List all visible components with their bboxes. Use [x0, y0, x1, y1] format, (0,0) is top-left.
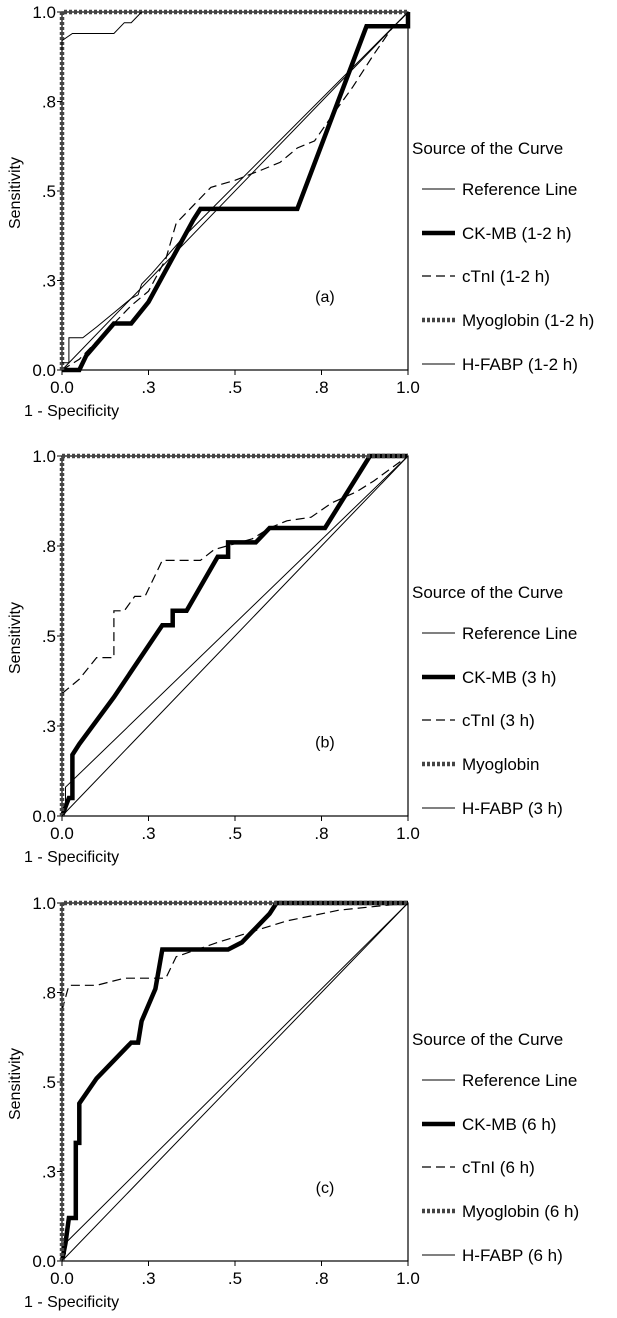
series-line-ck-mb-3-h — [59, 453, 408, 817]
series-line-reference-line — [61, 455, 409, 817]
legend: Source of the Curve Reference Line CK-MB (… — [412, 139, 594, 374]
legend-entry-label: Myoglobin (1-2 h) — [462, 311, 594, 330]
legend-title: Source of the Curve — [412, 583, 563, 602]
series-line-h-fabp-3-h — [61, 455, 409, 817]
y-tick-label: .5 — [42, 182, 56, 201]
legend-title: Source of the Curve — [412, 139, 563, 158]
legend-entry-label: Myoglobin (6 h) — [462, 1202, 579, 1221]
series-line-myoglobin — [59, 453, 408, 816]
y-tick-label: .8 — [42, 537, 56, 556]
panel-label: (a) — [315, 289, 335, 306]
legend-entry-label: H-FABP (3 h) — [462, 799, 563, 818]
series-line-ctni-1-2-h — [61, 11, 409, 371]
y-tick-label: 0.0 — [32, 1252, 56, 1271]
x-tick-label: .8 — [314, 824, 328, 843]
x-tick-label: 1.0 — [396, 1269, 420, 1288]
legend-entry-label: H-FABP (1-2 h) — [462, 355, 578, 374]
legend-entry-label: CK-MB (6 h) — [462, 1115, 556, 1134]
y-tick-label: .5 — [42, 627, 56, 646]
y-tick-label: 1.0 — [32, 894, 56, 913]
x-tick-label: .8 — [314, 1269, 328, 1288]
y-tick-label: .3 — [42, 272, 56, 291]
x-tick-label: 0.0 — [50, 824, 74, 843]
legend-entry-label: Reference Line — [462, 1071, 577, 1090]
series-line-myoglobin-6-h — [59, 900, 408, 1261]
x-axis-label: 1 - Specificity — [24, 403, 119, 420]
y-tick-label: .3 — [42, 1163, 56, 1182]
legend-title: Source of the Curve — [412, 1030, 563, 1049]
y-tick-label: .8 — [42, 984, 56, 1003]
legend: Source of the Curve Reference Line CK-MB (… — [412, 583, 577, 818]
x-tick-label: .3 — [141, 378, 155, 397]
y-axis-label: Sensitivity — [7, 602, 24, 674]
series-line-ctni-3-h — [61, 455, 409, 695]
panel-label: (c) — [316, 1180, 335, 1197]
legend-entry-label: CK-MB (3 h) — [462, 668, 556, 687]
x-tick-label: .5 — [228, 824, 242, 843]
x-tick-label: .5 — [228, 1269, 242, 1288]
y-axis-label: Sensitivity — [7, 157, 24, 229]
x-tick-label: 0.0 — [50, 1269, 74, 1288]
series-line-ck-mb-1-2-h — [62, 12, 411, 373]
x-tick-label: 1.0 — [396, 378, 420, 397]
y-tick-label: 1.0 — [32, 447, 56, 466]
series-line-reference-line — [61, 902, 409, 1262]
x-axis-label: 1 - Specificity — [24, 849, 119, 866]
roc-panel-1: 0.0 .3 .5 .8 1.0 0.0 .3 .5 .8 1.0 1 - Specificity S… — [7, 3, 594, 420]
x-tick-label: .5 — [228, 378, 242, 397]
series-line-h-fabp-6-h — [61, 902, 409, 1262]
legend-entry-label: cTnI (6 h) — [462, 1158, 535, 1177]
legend-entry-label: H-FABP (6 h) — [462, 1246, 563, 1265]
legend-entry-label: Myoglobin — [462, 755, 540, 774]
legend-entry-label: cTnI (1-2 h) — [462, 267, 550, 286]
x-tick-label: .3 — [141, 824, 155, 843]
legend-entry-label: Reference Line — [462, 624, 577, 643]
x-tick-label: .3 — [141, 1269, 155, 1288]
series-line-unlabeled-step — [61, 11, 142, 52]
series-line-reference-line — [61, 11, 409, 371]
series-line-h-fabp-1-2-h — [62, 11, 409, 364]
series-line-ck-mb-6-h — [59, 900, 408, 1262]
legend-entry-label: Reference Line — [462, 180, 577, 199]
y-tick-label: .5 — [42, 1073, 56, 1092]
x-tick-label: 0.0 — [50, 378, 74, 397]
y-axis-label: Sensitivity — [7, 1048, 24, 1120]
roc-panel-2: 0.0 .3 .5 .8 1.0 0.0 .3 .5 .8 1.0 1 - Specificity S… — [7, 447, 577, 866]
series-line-myoglobin-1-2-h — [59, 9, 408, 370]
y-tick-label: .8 — [42, 93, 56, 112]
x-axis-label: 1 - Specificity — [24, 1294, 119, 1311]
roc-panel-3: 0.0 .3 .5 .8 1.0 0.0 .3 .5 .8 1.0 1 - Specificity S… — [7, 894, 579, 1311]
x-tick-label: 1.0 — [396, 824, 420, 843]
legend-entry-label: CK-MB (1-2 h) — [462, 224, 572, 243]
legend: Source of the Curve Reference Line CK-MB (… — [412, 1030, 579, 1265]
series-line-ctni-6-h — [61, 902, 409, 1011]
legend-entry-label: cTnI (3 h) — [462, 711, 535, 730]
y-tick-label: .3 — [42, 717, 56, 736]
y-tick-label: 1.0 — [32, 3, 56, 22]
x-tick-label: .8 — [314, 378, 328, 397]
y-tick-label: 0.0 — [32, 361, 56, 380]
y-tick-label: 0.0 — [32, 807, 56, 826]
panel-label: (b) — [315, 735, 335, 752]
